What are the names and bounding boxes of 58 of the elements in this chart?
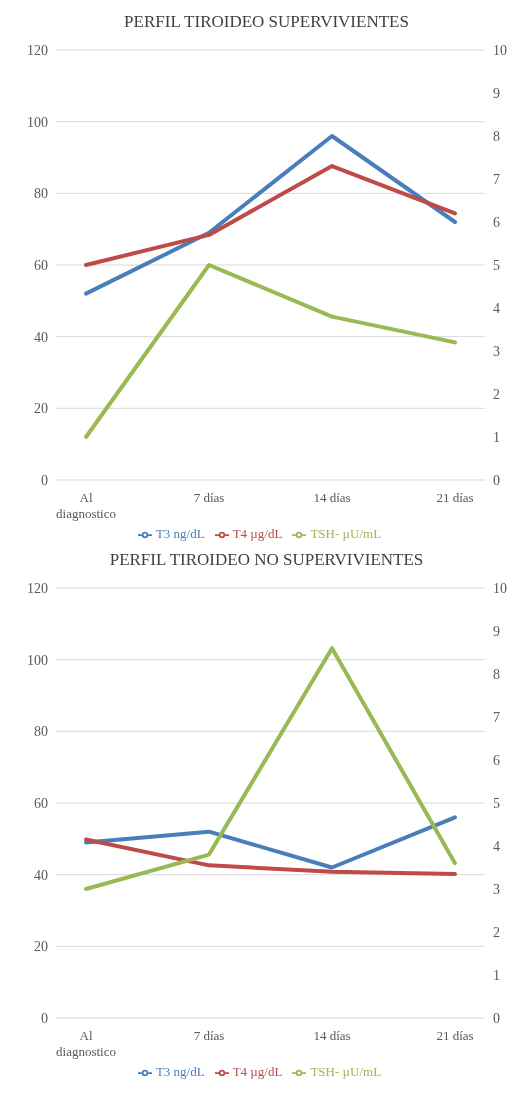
- y-tick-label: 100: [27, 652, 48, 668]
- y2-tick-label: 6: [493, 214, 500, 230]
- chart-title: PERFIL TIROIDEO NO SUPERVIVIENTES: [108, 549, 425, 571]
- y2-tick-label: 8: [493, 128, 500, 144]
- y2-tick-label: 7: [493, 171, 500, 187]
- y-tick-label: 0: [41, 472, 48, 488]
- legend-label: TSH- µU/mL: [310, 525, 382, 541]
- y-tick-label: 0: [41, 1010, 48, 1026]
- y2-tick-label: 5: [493, 257, 500, 273]
- y-tick-label: 120: [27, 42, 48, 58]
- line-series: [84, 646, 457, 891]
- y2-tick-label: 7: [493, 709, 500, 725]
- y-tick-label: 40: [34, 867, 48, 883]
- line-series: [84, 815, 457, 870]
- y2-tick-label: 9: [493, 85, 500, 101]
- y2-tick-label: 6: [493, 752, 500, 768]
- legend-label: TSH- µU/mL: [310, 1063, 382, 1079]
- y2-tick-label: 10: [493, 42, 507, 58]
- y-tick-label: 60: [34, 257, 48, 273]
- y2-tick-label: 8: [493, 666, 500, 682]
- x-tick-label: 21 días: [436, 489, 474, 505]
- y-tick-label: 40: [34, 329, 48, 345]
- y-tick-label: 60: [34, 795, 48, 811]
- x-tick-label: 7 días: [193, 489, 225, 505]
- y-tick-label: 20: [34, 939, 48, 955]
- x-tick-label: 14 días: [313, 489, 351, 505]
- y2-tick-label: 1: [493, 429, 500, 445]
- line-series: [84, 134, 457, 296]
- legend-label: T3 ng/dL: [155, 525, 205, 541]
- y-tick-label: 100: [27, 114, 48, 130]
- x-tick-label: Al diagnostico: [56, 1027, 116, 1059]
- y2-tick-label: 0: [493, 472, 500, 488]
- chart-title: PERFIL TIROIDEO SUPERVIVIENTES: [123, 11, 410, 33]
- x-tick-label: Al diagnostico: [56, 489, 116, 521]
- line-series: [84, 164, 457, 267]
- y2-tick-label: 4: [493, 838, 500, 854]
- y-tick-label: 80: [34, 186, 48, 202]
- y-tick-label: 80: [34, 724, 48, 740]
- y2-tick-label: 2: [493, 386, 500, 402]
- y2-tick-label: 9: [493, 623, 500, 639]
- line-series: [84, 837, 457, 876]
- x-tick-label: 21 días: [436, 1027, 474, 1043]
- legend-label: T4 µg/dL: [232, 1063, 283, 1079]
- y-tick-label: 20: [34, 401, 48, 417]
- x-tick-label: 14 días: [313, 1027, 351, 1043]
- y2-tick-label: 1: [493, 967, 500, 983]
- y2-tick-label: 10: [493, 580, 507, 596]
- legend-label: T4 µg/dL: [232, 525, 283, 541]
- line-series: [84, 262, 457, 439]
- y2-tick-label: 4: [493, 300, 500, 316]
- y-tick-label: 120: [27, 580, 48, 596]
- y2-tick-label: 2: [493, 924, 500, 940]
- y2-tick-label: 0: [493, 1010, 500, 1026]
- y2-tick-label: 3: [493, 881, 500, 897]
- y2-tick-label: 5: [493, 795, 500, 811]
- x-tick-label: 7 días: [193, 1027, 225, 1043]
- y2-tick-label: 3: [493, 343, 500, 359]
- legend-label: T3 ng/dL: [155, 1063, 205, 1079]
